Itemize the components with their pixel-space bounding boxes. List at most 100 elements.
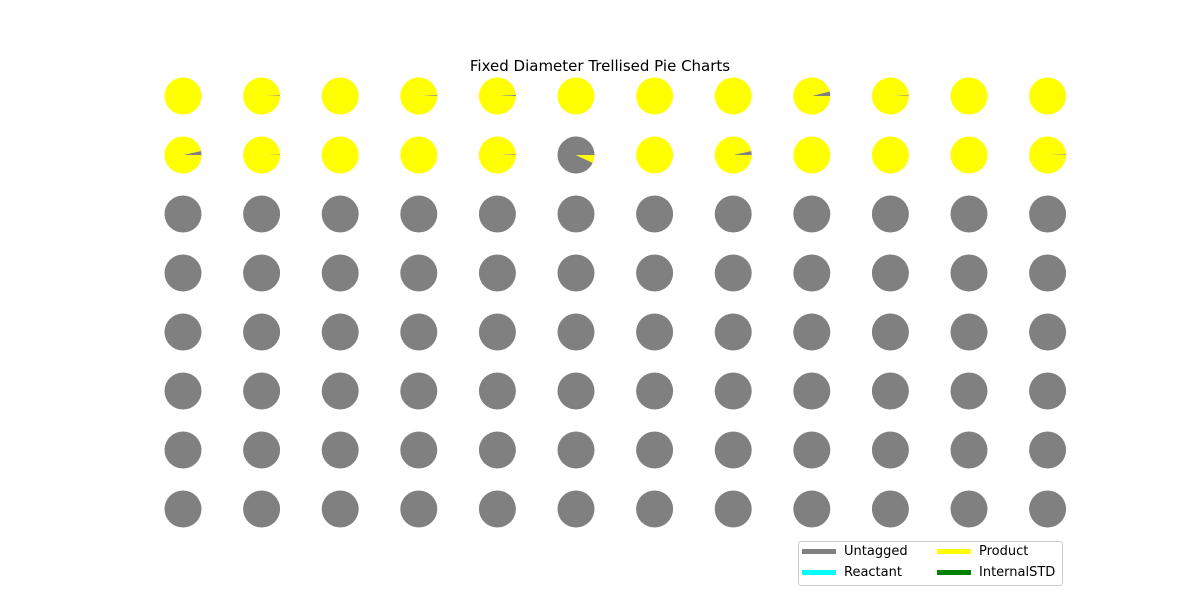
legend-entry-internalstd: InternalSTD [937, 565, 1055, 580]
pie-slice-untagged-r7-c10 [871, 431, 909, 469]
pie-r3-c10 [871, 195, 909, 233]
pie-slice-untagged-r7-c6 [557, 431, 595, 469]
pie-slice-untagged-r6-c7 [636, 372, 674, 410]
pie-r6-c3 [321, 372, 359, 410]
legend: Untagged Product Reactant InternalSTD [798, 541, 1063, 586]
pie-slice-untagged-r8-c9 [793, 490, 831, 528]
pie-slice-untagged-r8-c6 [557, 490, 595, 528]
pie-r8-c6 [557, 490, 595, 528]
pie-slice-untagged-r3-c11 [950, 195, 988, 233]
pie-r2-c3 [321, 136, 359, 174]
pie-r1-c11 [950, 77, 988, 115]
pie-slice-untagged-r3-c2 [243, 195, 281, 233]
pie-r5-c4 [400, 313, 438, 351]
pie-slice-product-r2-c9 [793, 136, 831, 174]
pie-slice-product-r2-c12 [1029, 136, 1067, 174]
pie-r8-c2 [243, 490, 281, 528]
pie-slice-product-r1-c11 [950, 77, 988, 115]
pie-r5-c2 [243, 313, 281, 351]
pie-slice-product-r1-c1 [164, 77, 202, 115]
pie-r7-c4 [400, 431, 438, 469]
pie-slice-untagged-r7-c9 [793, 431, 831, 469]
pie-r4-c3 [321, 254, 359, 292]
pie-slice-product-r1-c10 [871, 77, 909, 115]
pie-slice-product-r2-c5 [478, 136, 516, 174]
pie-slice-untagged-r4-c12 [1029, 254, 1067, 292]
pie-slice-untagged-r7-c3 [321, 431, 359, 469]
pie-r7-c7 [636, 431, 674, 469]
pie-r2-c10 [871, 136, 909, 174]
pie-r6-c11 [950, 372, 988, 410]
pie-slice-untagged-r8-c12 [1029, 490, 1067, 528]
pie-slice-untagged-r4-c10 [871, 254, 909, 292]
pie-slice-untagged-r6-c9 [793, 372, 831, 410]
pie-r8-c5 [478, 490, 516, 528]
pie-r5-c6 [557, 313, 595, 351]
pie-slice-untagged-r4-c6 [557, 254, 595, 292]
legend-swatch-untagged [802, 549, 836, 554]
legend-label-reactant: Reactant [844, 565, 902, 580]
pie-slice-untagged-r5-c4 [400, 313, 438, 351]
pie-r7-c8 [714, 431, 752, 469]
pie-r6-c7 [636, 372, 674, 410]
pie-r4-c4 [400, 254, 438, 292]
pie-slice-untagged-r8-c7 [636, 490, 674, 528]
pie-slice-untagged-r2-c1 [183, 150, 202, 155]
pie-slice-untagged-r5-c9 [793, 313, 831, 351]
pie-slice-untagged-r4-c4 [400, 254, 438, 292]
pie-slice-untagged-r3-c12 [1029, 195, 1067, 233]
pie-r8-c10 [871, 490, 909, 528]
pie-slice-untagged-r2-c6 [557, 136, 595, 174]
pie-slice-untagged-r5-c3 [321, 313, 359, 351]
pie-r5-c5 [478, 313, 516, 351]
pie-r3-c6 [557, 195, 595, 233]
legend-swatch-product [937, 549, 971, 554]
legend-swatch-internalstd [937, 570, 971, 575]
pie-slice-untagged-r7-c11 [950, 431, 988, 469]
pie-slice-untagged-r4-c8 [714, 254, 752, 292]
pie-r1-c12 [1029, 77, 1067, 115]
pie-slice-untagged-r5-c6 [557, 313, 595, 351]
legend-label-internalstd: InternalSTD [979, 565, 1056, 580]
pie-r1-c4 [400, 77, 438, 115]
pie-slice-untagged-r1-c4 [418, 95, 438, 96]
pie-slice-product-r1-c6 [557, 77, 595, 115]
pie-r1-c1 [164, 77, 202, 115]
pie-slice-product-r1-c5 [478, 77, 516, 115]
pie-r1-c5 [478, 77, 516, 115]
pie-r5-c12 [1029, 313, 1067, 351]
pie-r7-c10 [871, 431, 909, 469]
legend-entry-product: Product [937, 544, 1028, 559]
pie-r6-c12 [1029, 372, 1067, 410]
pie-r6-c4 [400, 372, 438, 410]
pie-slice-untagged-r8-c2 [243, 490, 281, 528]
pie-slice-untagged-r4-c9 [793, 254, 831, 292]
pie-r1-c10 [871, 77, 909, 115]
legend-entry-untagged: Untagged [802, 544, 908, 559]
pie-r4-c1 [164, 254, 202, 292]
pie-r8-c8 [714, 490, 752, 528]
pie-r7-c3 [321, 431, 359, 469]
pie-r4-c10 [871, 254, 909, 292]
pie-r4-c2 [243, 254, 281, 292]
pie-slice-untagged-r7-c12 [1029, 431, 1067, 469]
pie-slice-untagged-r3-c4 [400, 195, 438, 233]
pie-r3-c5 [478, 195, 516, 233]
pie-r4-c6 [557, 254, 595, 292]
pie-r1-c8 [714, 77, 752, 115]
pie-slice-product-r1-c7 [636, 77, 674, 115]
pie-slice-untagged-r8-c4 [400, 490, 438, 528]
pie-r2-c2 [243, 136, 281, 174]
pie-r6-c10 [871, 372, 909, 410]
pie-slice-untagged-r6-c2 [243, 372, 281, 410]
pie-r3-c12 [1029, 195, 1067, 233]
pie-r8-c3 [321, 490, 359, 528]
pie-r6-c5 [478, 372, 516, 410]
pie-slice-untagged-r5-c5 [478, 313, 516, 351]
pie-slice-untagged-r2-c5 [497, 154, 516, 155]
pie-slice-untagged-r2-c12 [1047, 154, 1067, 155]
pie-slice-untagged-r5-c1 [164, 313, 202, 351]
pie-slice-untagged-r3-c6 [557, 195, 595, 233]
legend-entry-reactant: Reactant [802, 565, 902, 580]
pie-slice-untagged-r7-c2 [243, 431, 281, 469]
